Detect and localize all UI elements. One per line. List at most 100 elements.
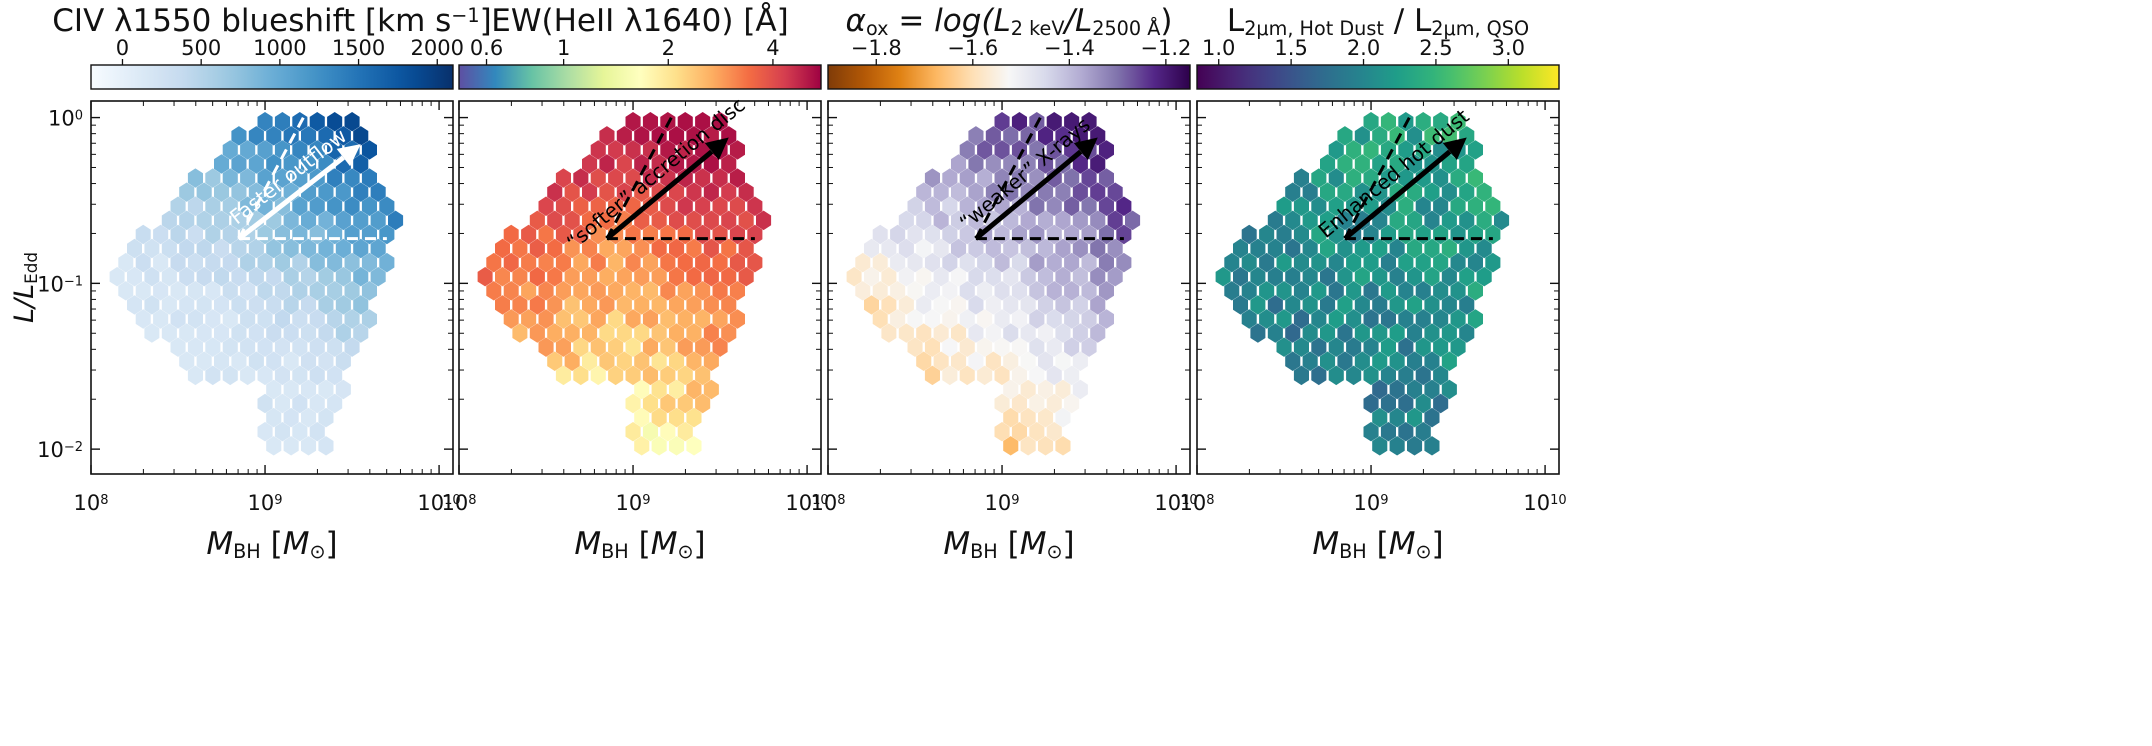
hex-bin xyxy=(1285,182,1301,202)
text-part: 8 xyxy=(1206,493,1214,508)
hex-bin xyxy=(1450,309,1466,329)
hex-bin xyxy=(712,168,728,188)
hex-bin xyxy=(547,267,563,287)
panel-1-frame xyxy=(90,100,454,475)
hex-bin xyxy=(642,337,658,357)
hex-bin xyxy=(1320,154,1336,174)
hex-bin xyxy=(634,126,650,146)
hex-bin xyxy=(669,323,685,343)
hex-bin xyxy=(942,337,958,357)
hex-bin xyxy=(872,224,888,245)
hex-bin xyxy=(135,309,151,329)
hex-bin xyxy=(651,126,667,146)
hex-bin xyxy=(1293,252,1309,273)
hex-bin xyxy=(335,351,351,371)
hex-bin xyxy=(616,267,632,287)
hex-bin xyxy=(634,295,650,315)
hex-bin xyxy=(924,168,940,188)
hex-bin xyxy=(1467,168,1483,188)
hex-bin xyxy=(161,267,177,287)
hex-bin xyxy=(1328,140,1344,160)
hex-bin xyxy=(669,238,685,259)
hex-bin xyxy=(335,182,351,202)
hex-bin xyxy=(634,436,650,456)
hex-bin xyxy=(1011,112,1027,132)
hex-bin xyxy=(1011,168,1027,188)
hex-bin xyxy=(1107,182,1123,202)
text-part: L/L xyxy=(9,284,40,323)
hex-bin xyxy=(144,295,160,315)
hex-bin xyxy=(1098,140,1114,160)
hex-bin xyxy=(301,351,317,371)
hex-bin xyxy=(1380,422,1396,442)
hex-bin xyxy=(170,309,186,329)
hex-bin xyxy=(1337,295,1353,315)
hex-bin xyxy=(582,351,598,371)
hex-bin xyxy=(187,224,203,245)
hex-bin xyxy=(669,182,685,202)
hex-bin xyxy=(1241,309,1257,329)
hex-bin xyxy=(634,267,650,287)
hex-bin xyxy=(1433,393,1449,414)
hex-bin xyxy=(1250,323,1266,343)
hex-bin xyxy=(1090,323,1106,343)
hex-bin xyxy=(1311,337,1327,357)
hex-bin xyxy=(222,224,238,245)
hex-bin xyxy=(257,337,273,357)
hex-bin xyxy=(872,309,888,329)
hex-bin xyxy=(379,252,395,273)
hex-bin xyxy=(916,295,932,315)
hex-bin xyxy=(1285,210,1301,231)
hex-bin xyxy=(872,281,888,301)
hex-bin xyxy=(590,337,606,357)
hex-bin xyxy=(1293,337,1309,357)
colorbar-tick-label: 2000 xyxy=(411,36,464,60)
hex-bin xyxy=(274,393,290,414)
hex-bin xyxy=(274,140,290,160)
hex-bin xyxy=(729,196,745,216)
hex-bin xyxy=(933,182,949,202)
hex-bin xyxy=(916,238,932,259)
hex-bin xyxy=(625,281,641,301)
hex-bin xyxy=(344,168,360,188)
hex-bin xyxy=(187,365,203,386)
hex-bin xyxy=(266,436,282,456)
hex-bin xyxy=(1020,267,1036,287)
hex-bin xyxy=(1354,126,1370,146)
hex-bin xyxy=(916,210,932,231)
hex-bin xyxy=(686,126,702,146)
hex-bin xyxy=(1020,436,1036,456)
hex-bin xyxy=(335,210,351,231)
hex-bin xyxy=(292,196,308,216)
hex-bin xyxy=(361,281,377,301)
hex-bin xyxy=(344,252,360,273)
panel-4-colorbar xyxy=(1196,64,1560,90)
hex-bin xyxy=(1389,379,1405,400)
hex-bin xyxy=(1433,309,1449,329)
hex-bin xyxy=(529,210,545,231)
hex-bin xyxy=(695,112,711,132)
colorbar-tick-label: 1 xyxy=(557,36,570,60)
hex-bin xyxy=(1459,154,1475,174)
hex-bin xyxy=(274,422,290,442)
hex-bin xyxy=(590,140,606,160)
hex-bin xyxy=(590,365,606,386)
hex-bin xyxy=(318,126,334,146)
hex-bin xyxy=(1407,154,1423,174)
hex-bin xyxy=(109,267,125,287)
hex-bin xyxy=(292,337,308,357)
x-tick-label: 1010 xyxy=(785,491,828,515)
hex-bin xyxy=(1389,436,1405,456)
hex-bin xyxy=(677,422,693,442)
hex-bin xyxy=(968,295,984,315)
hex-bin xyxy=(1415,140,1431,160)
hex-bin xyxy=(977,365,993,386)
hex-bin xyxy=(1380,365,1396,386)
hex-bin xyxy=(686,323,702,343)
hex-bin xyxy=(1441,126,1457,146)
hex-bin xyxy=(1441,182,1457,202)
hex-bin xyxy=(703,210,719,231)
hex-bin xyxy=(599,126,615,146)
hex-bin xyxy=(1407,295,1423,315)
hex-bin xyxy=(248,267,264,287)
